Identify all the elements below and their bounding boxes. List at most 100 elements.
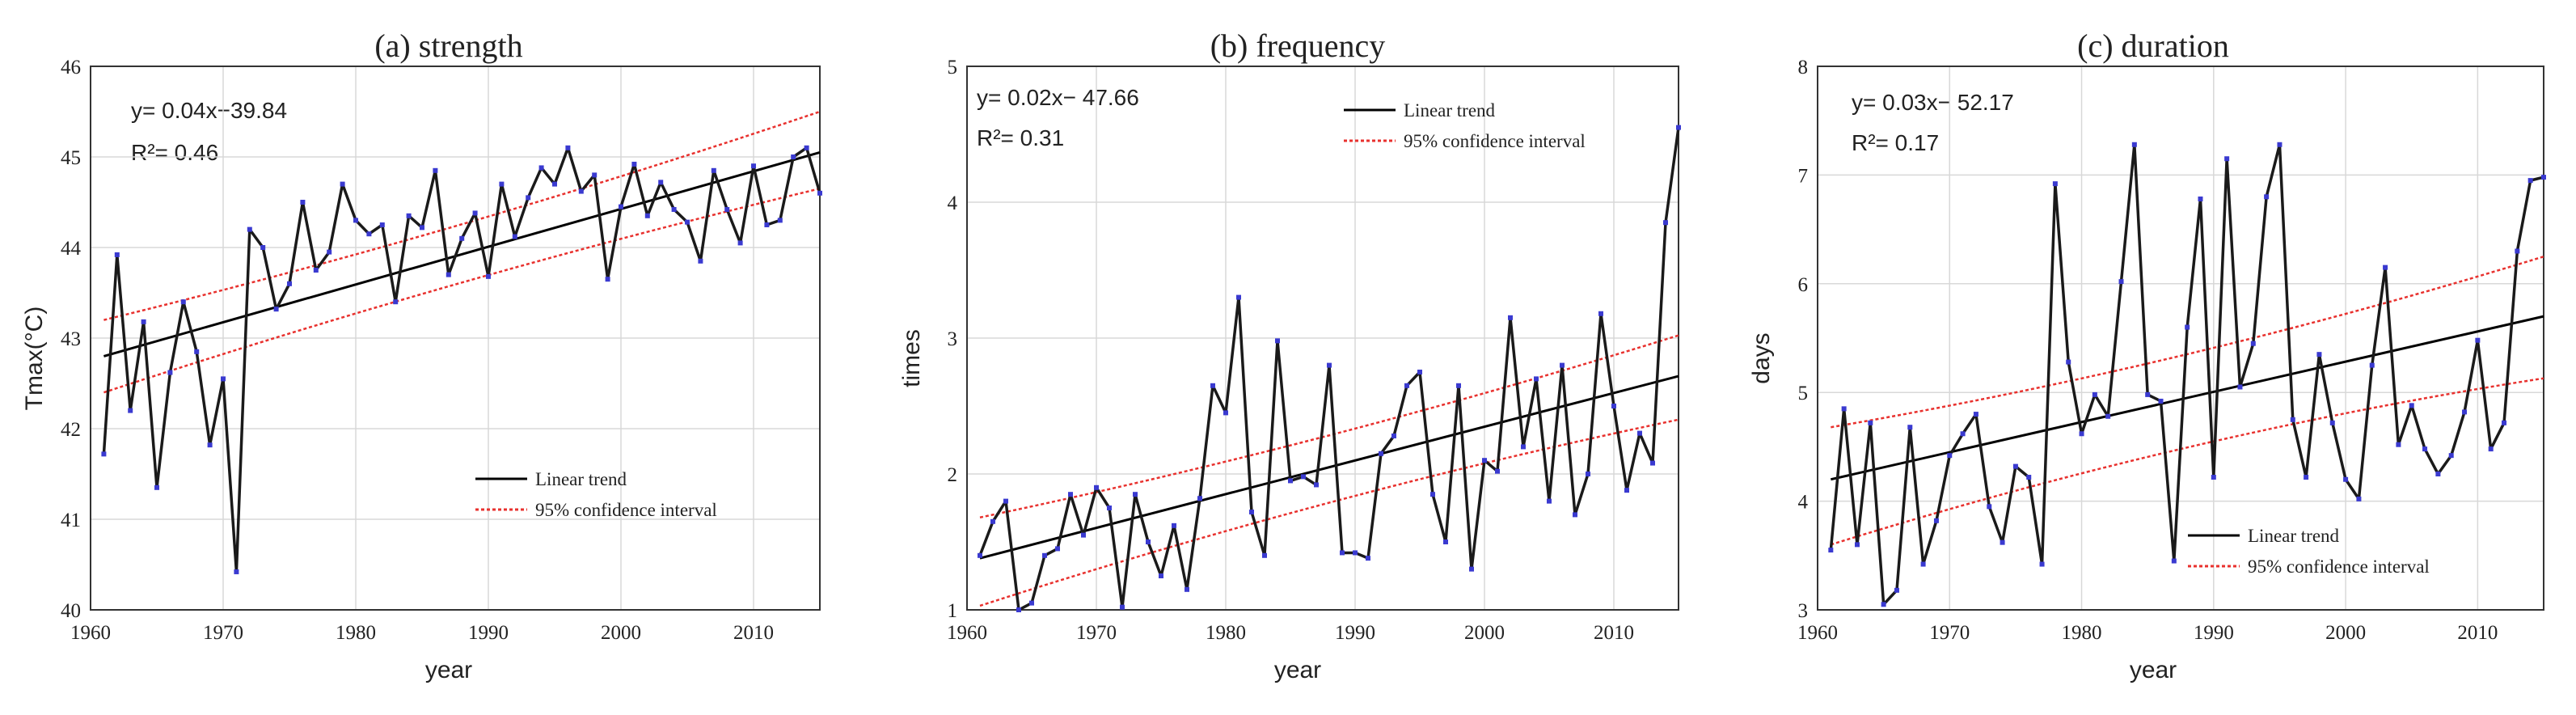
data-point: [1223, 410, 1228, 416]
series-line: [1829, 143, 2544, 607]
data-point: [1430, 492, 1435, 497]
data-point: [154, 484, 159, 490]
data-point: [2171, 558, 2177, 564]
data-point: [1353, 550, 1358, 556]
data-point: [1172, 522, 1176, 528]
data-point: [1508, 315, 1513, 320]
x-tick-label: 2010: [2457, 622, 2498, 644]
data-point: [1301, 474, 1306, 480]
legend-trend-label: Linear trend: [1404, 100, 1496, 121]
data-point: [1881, 602, 1886, 607]
data-point: [1841, 406, 1847, 412]
data-point: [1973, 412, 1978, 417]
data-point: [619, 204, 623, 209]
data-point: [2237, 384, 2243, 390]
legend-ci-label: 95% confidence interval: [535, 500, 717, 520]
x-tick-label: 1970: [1076, 622, 1117, 644]
data-point: [2211, 475, 2216, 480]
data-point: [1521, 444, 1526, 450]
data-point: [1947, 453, 1953, 459]
data-point: [1055, 546, 1060, 552]
data-point: [2185, 324, 2190, 330]
data-point: [499, 181, 505, 187]
data-point: [2105, 413, 2111, 419]
data-point: [685, 219, 690, 225]
data-point: [1016, 607, 1021, 612]
data-point: [2079, 431, 2084, 437]
data-point: [2198, 196, 2203, 201]
legend-trend-label: Linear trend: [535, 469, 627, 489]
data-point: [592, 172, 598, 178]
y-tick-label: 8: [1798, 57, 1809, 78]
y-tick-label: 5: [948, 57, 958, 78]
data-point: [1366, 556, 1370, 561]
data-point: [1586, 472, 1590, 476]
data-point: [804, 145, 809, 150]
data-point: [128, 408, 133, 413]
panel-title: (a) strength: [374, 28, 522, 64]
data-point: [2448, 453, 2454, 459]
data-point: [777, 218, 783, 223]
data-point: [300, 200, 306, 205]
panel-title: (c) duration: [2077, 28, 2229, 64]
data-point: [1107, 506, 1112, 510]
data-point: [658, 180, 664, 185]
x-axis-label: year: [2130, 657, 2177, 683]
y-tick-label: 45: [61, 147, 81, 169]
data-point: [2515, 248, 2520, 254]
data-point: [698, 258, 703, 264]
regression-equation: y= 0.03x− 52.17: [1852, 90, 2014, 115]
data-point: [1094, 484, 1099, 490]
y-tick-label: 41: [61, 510, 81, 531]
data-point: [2026, 475, 2032, 480]
r-squared-label: R²= 0.31: [977, 125, 1064, 150]
panel-strength: (a) strength Tmax(°C) year y= 0.04x−39.8…: [21, 28, 822, 683]
data-point: [2396, 442, 2401, 447]
data-point: [2343, 476, 2349, 482]
ci-lower-line: [103, 187, 821, 394]
x-tick-label: 1960: [947, 622, 987, 644]
legend-ci-label: 95% confidence interval: [2248, 556, 2430, 577]
data-point: [1650, 460, 1655, 466]
y-tick-label: 46: [61, 57, 81, 78]
data-point: [1907, 425, 1913, 430]
data-point: [1828, 548, 1834, 553]
x-tick-label: 2000: [601, 622, 641, 644]
y-tick-label: 3: [1798, 600, 1809, 622]
data-point: [221, 376, 226, 382]
data-point: [711, 167, 716, 173]
x-axis-label: year: [1274, 657, 1321, 683]
y-tick-label: 4: [948, 192, 958, 214]
data-point: [2039, 561, 2045, 567]
ci-upper-line: [1831, 256, 2544, 429]
data-point: [1456, 383, 1461, 388]
data-point: [2316, 352, 2322, 358]
data-point: [459, 235, 465, 241]
data-point: [287, 281, 292, 286]
data-point: [1676, 125, 1681, 130]
data-point: [379, 222, 385, 227]
data-point: [1288, 478, 1293, 484]
data-point: [207, 442, 213, 448]
x-tick-label: 1980: [2062, 622, 2102, 644]
data-point: [327, 249, 332, 255]
data-point: [446, 272, 451, 277]
plot-frame: [90, 66, 821, 611]
data-point: [1159, 573, 1163, 578]
data-point: [2012, 463, 2018, 469]
trend-line: [103, 150, 821, 358]
data-point: [353, 218, 358, 223]
data-point: [1868, 420, 1873, 425]
data-point: [1469, 566, 1474, 572]
data-point: [2066, 359, 2071, 365]
legend-ci-label: 95% confidence interval: [1404, 131, 1586, 151]
y-axis-label: times: [898, 329, 925, 387]
data-point: [2158, 398, 2164, 404]
x-tick-label: 1960: [70, 622, 111, 644]
data-point: [2118, 279, 2124, 285]
data-point: [1379, 451, 1383, 456]
data-point: [1146, 539, 1151, 544]
data-point: [2527, 178, 2533, 184]
data-point: [631, 161, 637, 167]
